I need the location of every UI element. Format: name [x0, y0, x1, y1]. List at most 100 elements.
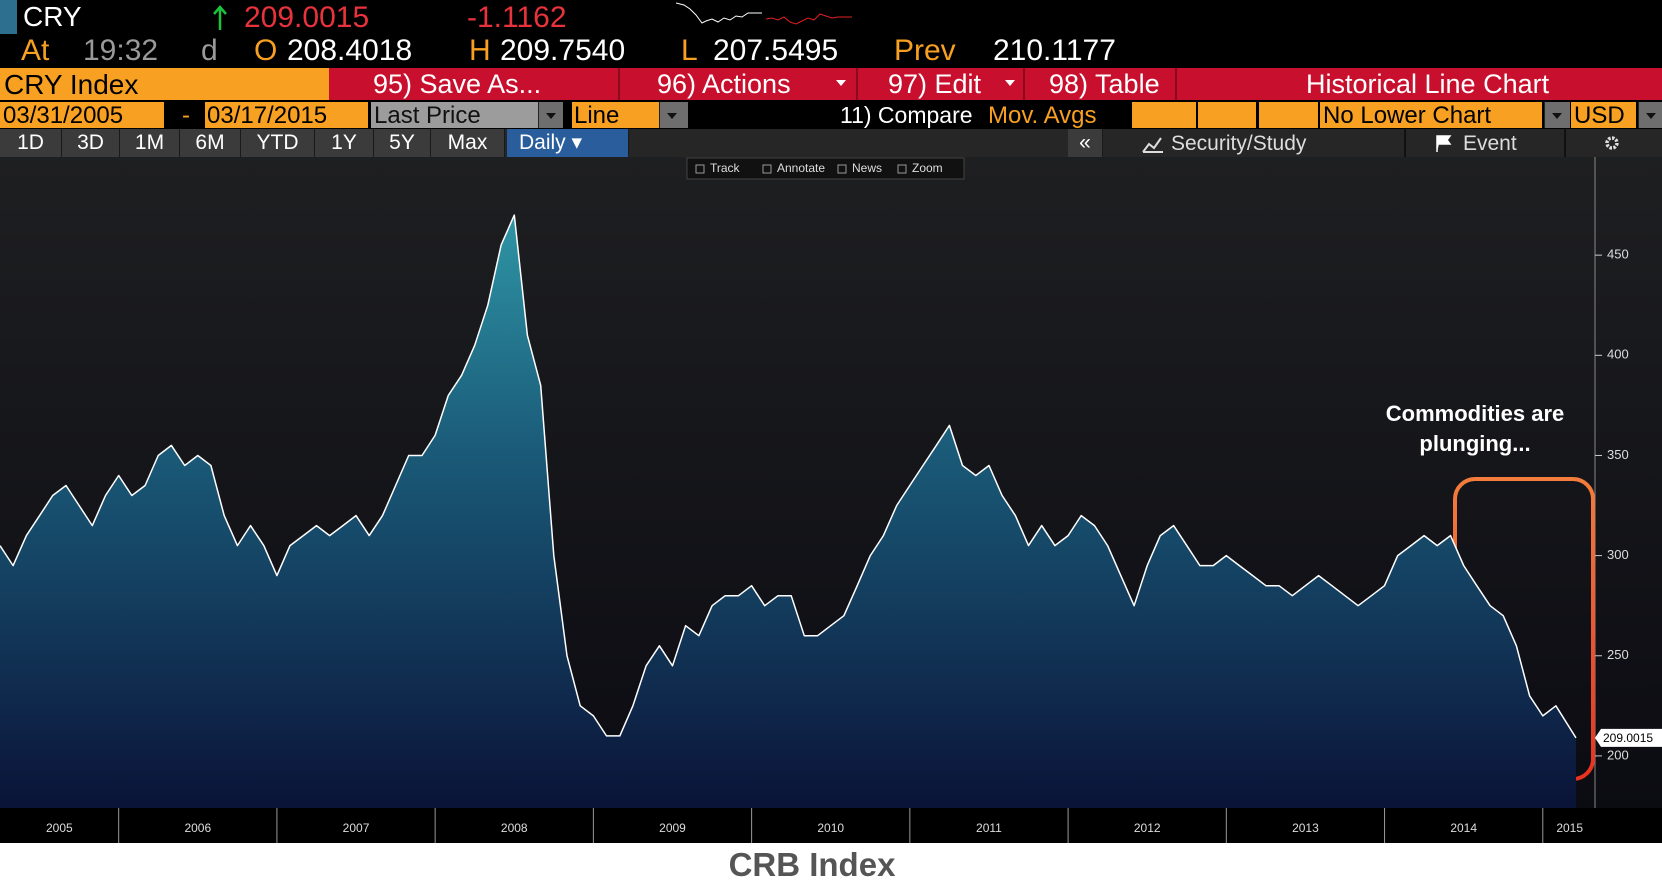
x-tick-label: 2008 — [501, 821, 528, 835]
frequency-tab[interactable]: Daily ▾ — [507, 129, 629, 157]
tab-bar: Daily ▾ « Security/Study Event 1D 3D 1M 6M Y… — [0, 129, 1662, 157]
field: Last Price — [374, 102, 481, 129]
x-tick-label: 2005 — [46, 821, 73, 835]
toolbar-item[interactable]: Annotate — [777, 161, 825, 175]
security-study[interactable]: Security/Study — [1171, 132, 1307, 155]
at-label: At — [21, 34, 50, 67]
x-tick-label: 2011 — [976, 821, 1002, 835]
ohlc-bar: At 19:32 d O 208.4018 H 209.7540 L 207.5… — [0, 34, 1662, 68]
dropdown-caret — [1005, 80, 1015, 86]
period-tab[interactable]: 3D — [62, 129, 120, 157]
separator — [1175, 68, 1177, 100]
security-field[interactable] — [0, 68, 329, 100]
dropdown[interactable] — [659, 102, 688, 128]
style: Line — [574, 102, 620, 129]
menu-item[interactable]: 97) Edit — [888, 69, 982, 99]
period-tab[interactable]: 5Y — [374, 129, 431, 157]
y-tick-label: 450 — [1607, 247, 1629, 262]
collapse-button[interactable]: « — [1068, 129, 1103, 157]
low-label: L — [681, 34, 698, 67]
sparklines — [676, 2, 852, 25]
time-flag: d — [201, 34, 218, 67]
period-tab[interactable]: Max — [431, 129, 505, 157]
menu-item[interactable]: 95) Save As... — [373, 69, 542, 99]
toolbar-icon — [762, 164, 772, 174]
high: 209.7540 — [500, 34, 626, 67]
x-tick-label: 2014 — [1450, 821, 1477, 835]
lower-select[interactable] — [1320, 102, 1542, 128]
field-select[interactable] — [371, 102, 538, 128]
study-icon — [1142, 137, 1163, 153]
toolbar-item[interactable]: News — [852, 161, 882, 175]
dropdown[interactable] — [538, 102, 563, 128]
dropdown[interactable] — [1638, 102, 1662, 128]
open: 208.4018 — [287, 34, 413, 67]
period-tab[interactable]: 1Y — [315, 129, 374, 157]
avg-field[interactable] — [1259, 102, 1318, 128]
annotation: Commodities are — [1386, 401, 1565, 426]
last-value-pointer — [1595, 728, 1662, 747]
y-tick-label: 300 — [1607, 547, 1629, 562]
period-tab[interactable]: 1M — [120, 129, 180, 157]
y-tick-label: 200 — [1607, 747, 1629, 762]
separator — [1404, 129, 1406, 157]
time: 19:32 — [83, 34, 159, 67]
high-label: H — [469, 34, 491, 67]
compare[interactable]: 11) Compare — [840, 102, 973, 128]
dropdown[interactable] — [1544, 102, 1570, 128]
currency-select[interactable] — [1571, 102, 1636, 128]
y-tick-label: 400 — [1607, 347, 1629, 362]
quote-bar: CRY 209.0015 -1.1162 — [0, 0, 1662, 34]
x-tick-label: 2012 — [1134, 821, 1161, 835]
style-select[interactable] — [572, 102, 659, 128]
currency: USD — [1574, 102, 1625, 129]
separator — [618, 68, 620, 100]
caption: CRB Index — [728, 846, 896, 880]
period-tab[interactable]: 1D — [0, 129, 62, 157]
avg-field[interactable] — [1132, 102, 1196, 128]
settings-gear[interactable] — [1603, 134, 1621, 152]
settings-bar: 03/31/2005 - 03/17/2015 Last Price Line … — [0, 100, 1662, 129]
toolbar-item[interactable]: Track — [710, 161, 741, 175]
toolbar-icon — [897, 164, 907, 174]
frequency: Daily — [519, 131, 566, 154]
period-tab[interactable]: YTD — [241, 129, 315, 157]
ticker-marker — [0, 0, 17, 34]
annotation: plunging... — [1419, 431, 1530, 456]
start-date: 03/31/2005 — [3, 102, 124, 129]
security: CRY Index — [4, 69, 139, 100]
toolbar-icon — [837, 164, 847, 174]
separator — [856, 68, 858, 100]
menu-bar: CRY Index 95) Save As... 96) Actions 97)… — [0, 68, 1662, 100]
flag-icon — [1436, 135, 1452, 152]
period-tab[interactable]: 6M — [180, 129, 241, 157]
net-change: -1.1162 — [467, 1, 567, 34]
area — [0, 215, 1576, 809]
mov-avgs[interactable]: Mov. Avgs — [988, 102, 1097, 129]
avg-field[interactable] — [1198, 102, 1256, 128]
date-dash: - — [182, 102, 190, 129]
prev: 210.1177 — [993, 34, 1116, 67]
y-tick-label: 250 — [1607, 647, 1629, 662]
start-field[interactable] — [0, 102, 164, 128]
x-tick-label: 2015 — [1556, 821, 1583, 835]
x-tick-label: 2010 — [817, 821, 844, 835]
menu-item[interactable]: 96) Actions — [657, 69, 791, 99]
y-tick-label: 350 — [1607, 447, 1629, 462]
separator — [1023, 68, 1025, 100]
x-tick-label: 2007 — [343, 821, 370, 835]
end-date: 03/17/2015 — [207, 102, 328, 129]
toolbar-item[interactable]: Zoom — [912, 161, 943, 175]
view-title: Historical Line Chart — [1306, 69, 1550, 99]
end-field[interactable] — [205, 102, 368, 128]
menu-item[interactable]: 98) Table — [1049, 69, 1160, 99]
toolbar-box — [686, 157, 965, 180]
dropdown-caret — [836, 80, 846, 86]
x-tick-label: 2009 — [659, 821, 686, 835]
chart: Track Annotate News Zoom 200 250 300 350 400 450… — [0, 157, 1662, 843]
event[interactable]: Event — [1463, 132, 1517, 155]
chart-toolbar: Track Annotate News Zoom — [686, 157, 965, 180]
open-label: O — [254, 34, 278, 67]
low: 207.5495 — [713, 34, 839, 67]
